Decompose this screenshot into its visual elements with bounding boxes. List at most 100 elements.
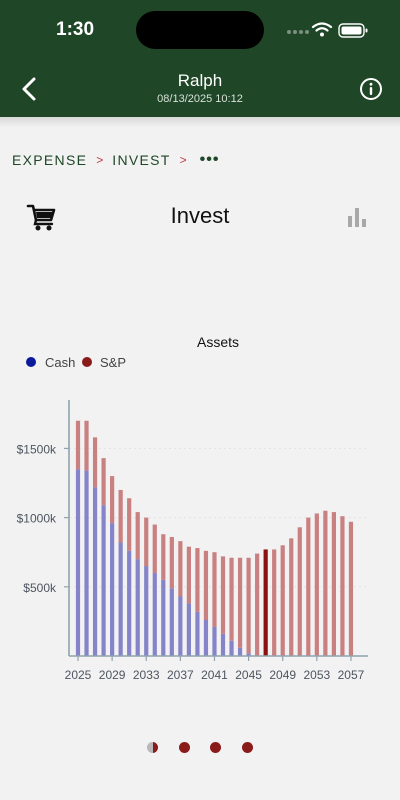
bar-sp bbox=[127, 498, 132, 551]
battery-icon bbox=[338, 23, 368, 38]
page-dot[interactable] bbox=[210, 742, 222, 753]
bar-sp bbox=[161, 534, 166, 580]
bar-cash bbox=[169, 588, 174, 656]
bar-cash bbox=[212, 626, 217, 656]
bar-cash bbox=[186, 603, 191, 656]
wifi-icon bbox=[311, 22, 333, 32]
breadcrumb-item-expense[interactable]: EXPENSE bbox=[12, 152, 88, 168]
bar-cash bbox=[246, 653, 251, 656]
x-tick-label: 2049 bbox=[269, 668, 296, 682]
breadcrumb-more-button[interactable]: ••• bbox=[199, 151, 220, 168]
bar-sp bbox=[203, 550, 209, 621]
page-title: Invest bbox=[170, 203, 230, 228]
bar-sp bbox=[195, 548, 200, 612]
bar-sp bbox=[331, 512, 336, 656]
bar-sp bbox=[169, 536, 174, 589]
bar-sp bbox=[144, 517, 149, 567]
x-tick-label: 2041 bbox=[201, 668, 228, 682]
bar-cash bbox=[161, 579, 166, 656]
app-header: 1:30 Ralph 08/13/2025 10:12 bbox=[0, 0, 400, 117]
bar-sp bbox=[84, 420, 89, 471]
bar-cash bbox=[92, 487, 98, 656]
bar-cash bbox=[84, 470, 89, 656]
bar-sp bbox=[178, 541, 183, 597]
bar-sp bbox=[314, 513, 319, 656]
bar-sp bbox=[263, 549, 268, 656]
bar-sp bbox=[348, 521, 354, 656]
status-icons bbox=[287, 22, 368, 38]
bar-sp bbox=[306, 517, 311, 656]
header-title: Ralph bbox=[177, 71, 223, 90]
x-tick-label: 2033 bbox=[133, 668, 160, 682]
bar-sp bbox=[255, 553, 260, 656]
bar-sp bbox=[101, 458, 106, 506]
bar-sp bbox=[323, 510, 328, 656]
x-tick-label: 2037 bbox=[167, 668, 194, 682]
bar-sp bbox=[237, 557, 243, 648]
bar-sp bbox=[118, 489, 123, 543]
header-shadow bbox=[0, 117, 400, 127]
status-time: 1:30 bbox=[56, 19, 95, 40]
bar-cash bbox=[237, 647, 243, 656]
y-tick-label: $500k bbox=[23, 581, 57, 595]
bar-sp bbox=[212, 552, 217, 627]
chevron-left-icon bbox=[22, 77, 36, 101]
bar-sp bbox=[340, 516, 345, 656]
bar-cash bbox=[118, 542, 123, 656]
x-tick-label: 2025 bbox=[65, 668, 92, 682]
page-indicator bbox=[0, 741, 400, 755]
bar-sp bbox=[75, 420, 81, 470]
header-subtitle: 08/13/2025 10:12 bbox=[157, 93, 243, 105]
bar-sp bbox=[135, 512, 140, 560]
chart-axes: $500k $1000k $1500k 2025 2029 2033 2037 2041 204… bbox=[17, 400, 368, 682]
x-tick-label: 2029 bbox=[99, 668, 126, 682]
bar-cash bbox=[203, 620, 209, 656]
bar-cash bbox=[229, 640, 234, 656]
bar-cash bbox=[75, 469, 81, 656]
bar-cash bbox=[195, 611, 200, 656]
bar-sp bbox=[297, 527, 302, 656]
legend-marker-sp bbox=[82, 357, 92, 367]
bar-cash bbox=[135, 559, 140, 656]
dynamic-island bbox=[136, 11, 264, 49]
bar-cash bbox=[144, 566, 149, 656]
legend-marker-cash bbox=[26, 357, 36, 367]
legend-label-cash: Cash bbox=[45, 355, 75, 370]
info-icon[interactable] bbox=[358, 76, 384, 102]
page-dot[interactable] bbox=[242, 742, 254, 753]
bar-chart-icon[interactable] bbox=[344, 205, 370, 229]
chart-legend: Cash S&P bbox=[26, 355, 126, 370]
bar-sp bbox=[280, 545, 285, 656]
page-dot[interactable] bbox=[147, 742, 158, 753]
bar-sp bbox=[246, 557, 251, 654]
bar-sp bbox=[92, 437, 98, 488]
bar-sp bbox=[220, 556, 226, 634]
y-tick-label: $1000k bbox=[17, 512, 57, 526]
x-tick-label: 2057 bbox=[338, 668, 365, 682]
signal-icon bbox=[287, 30, 309, 34]
bar-sp bbox=[229, 557, 234, 641]
bar-sp bbox=[110, 476, 115, 524]
bar-cash bbox=[220, 633, 226, 656]
bar-cash bbox=[110, 523, 115, 656]
chart-title: Assets bbox=[197, 334, 239, 350]
back-button[interactable] bbox=[14, 72, 44, 106]
page-dot[interactable] bbox=[178, 742, 190, 753]
bar-sp bbox=[152, 524, 157, 573]
bar-cash bbox=[178, 596, 183, 656]
cart-icon[interactable] bbox=[26, 202, 58, 232]
x-tick-label: 2045 bbox=[235, 668, 262, 682]
breadcrumb-item-invest[interactable]: INVEST bbox=[112, 152, 171, 168]
bar-cash bbox=[127, 550, 132, 656]
x-tick-label: 2053 bbox=[303, 668, 330, 682]
bar-cash bbox=[101, 505, 106, 656]
chart-bars bbox=[75, 420, 354, 656]
bar-sp bbox=[289, 538, 294, 656]
assets-chart: Assets Cash S&P $500k $1000k $1500k 2025 202… bbox=[17, 334, 368, 682]
legend-label-sp: S&P bbox=[100, 355, 126, 370]
bar-sp bbox=[272, 549, 277, 656]
bar-cash bbox=[152, 572, 157, 656]
breadcrumb-separator: > bbox=[179, 153, 187, 167]
breadcrumb: EXPENSE > INVEST > ••• bbox=[12, 150, 219, 170]
y-tick-label: $1500k bbox=[17, 442, 57, 456]
